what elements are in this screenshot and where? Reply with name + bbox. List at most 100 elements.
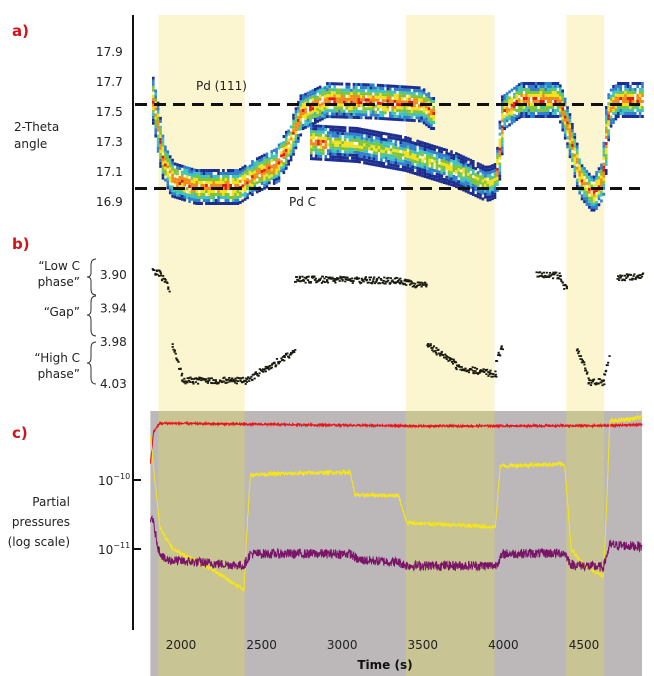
heatmap-cell	[358, 157, 361, 161]
scatter-point	[583, 361, 586, 364]
heatmap-cell	[207, 175, 211, 178]
heatmap-cell	[168, 191, 172, 195]
heatmap-cell	[248, 167, 252, 171]
heatmap-cell	[520, 112, 523, 115]
heatmap-cell	[597, 176, 601, 180]
heatmap-cell	[575, 178, 579, 182]
heatmap-cell	[425, 114, 428, 118]
heatmap-cell	[297, 109, 300, 113]
heatmap-cell	[159, 164, 162, 168]
scatter-point	[482, 368, 485, 371]
heatmap-cell	[314, 151, 318, 155]
heatmap-cell	[318, 118, 322, 122]
heatmap-cell	[280, 142, 283, 146]
scatter-point	[267, 365, 270, 368]
heatmap-cell	[159, 140, 162, 144]
heatmap-cell	[426, 148, 429, 152]
heatmap-cell	[326, 152, 330, 156]
heatmap-cell	[275, 153, 278, 157]
heatmap-cell	[588, 196, 591, 200]
heatmap-cell	[370, 138, 374, 142]
heatmap-cell	[590, 193, 594, 197]
heatmap-cell	[408, 118, 411, 122]
heatmap-cell	[404, 139, 407, 142]
heatmap-cell	[392, 136, 395, 140]
heatmap-cell	[183, 198, 187, 202]
heatmap-cell	[529, 85, 533, 88]
heatmap-cell	[183, 183, 187, 187]
heatmap-cell	[277, 146, 281, 150]
scatter-point	[186, 381, 189, 384]
heatmap-cell	[260, 160, 264, 164]
heatmap-cell	[469, 185, 473, 189]
heatmap-cell	[422, 115, 426, 119]
heatmap-cell	[226, 196, 230, 199]
heatmap-cell	[336, 125, 340, 129]
heatmap-cell	[391, 93, 394, 97]
heatmap-cell	[457, 183, 461, 187]
heatmap-cell	[222, 184, 225, 187]
heatmap-cell	[534, 88, 538, 91]
heatmap-cell	[200, 169, 203, 172]
heatmap-cell	[258, 168, 261, 172]
scatter-point	[628, 278, 632, 281]
heatmap-cell	[171, 179, 174, 183]
heatmap-cell	[363, 137, 366, 141]
heatmap-cell	[629, 97, 632, 100]
heatmap-cell	[324, 137, 328, 141]
heatmap-cell	[181, 173, 184, 177]
heatmap-cell	[619, 85, 623, 88]
heatmap-cell	[359, 98, 363, 102]
heatmap-cell	[409, 158, 412, 162]
heatmap-cell	[393, 108, 397, 112]
heatmap-cell	[631, 82, 635, 85]
heatmap-cell	[312, 142, 315, 146]
heatmap-cell	[435, 169, 439, 173]
heatmap-cell	[331, 128, 335, 132]
heatmap-cell	[641, 85, 644, 88]
heatmap-cell	[241, 187, 245, 191]
scatter-point	[444, 353, 447, 356]
heatmap-cell	[355, 97, 358, 101]
heatmap-cell	[347, 97, 351, 101]
scatter-point	[167, 286, 170, 289]
heatmap-cell	[459, 157, 463, 161]
pdc-label: Pd C	[289, 195, 316, 209]
heatmap-cell	[399, 141, 403, 145]
heatmap-cell	[379, 110, 382, 114]
heatmap-cell	[363, 155, 366, 159]
heatmap-cell	[563, 103, 567, 107]
heatmap-cell	[375, 130, 378, 134]
heatmap-cell	[571, 158, 574, 162]
heatmap-cell	[438, 152, 441, 156]
scatter-point	[244, 383, 247, 385]
heatmap-cell	[326, 109, 329, 113]
heatmap-cell	[556, 115, 560, 118]
heatmap-cell	[551, 112, 555, 115]
heatmap-cell	[193, 168, 196, 172]
heatmap-cell	[592, 202, 596, 206]
heatmap-cell	[493, 196, 497, 199]
heatmap-cell	[151, 88, 155, 92]
heatmap-cell	[624, 109, 627, 112]
heatmap-cell	[388, 84, 392, 88]
heatmap-cell	[306, 100, 310, 104]
high-c-phase-label-line2: phase”	[38, 367, 80, 381]
scatter-point	[337, 277, 340, 280]
heatmap-cell	[438, 164, 441, 168]
heatmap-cell	[343, 94, 346, 98]
heatmap-cell	[609, 100, 613, 104]
heatmap-cell	[331, 158, 335, 162]
scatter-point	[151, 268, 154, 270]
heatmap-cell	[275, 150, 278, 154]
heatmap-cell	[410, 91, 414, 95]
heatmap-cell	[289, 143, 293, 147]
heatmap-cell	[357, 95, 361, 99]
heatmap-cell	[525, 94, 528, 97]
heatmap-cell	[263, 177, 266, 181]
scatter-point	[367, 281, 370, 284]
heatmap-cell	[154, 95, 158, 99]
heatmap-cell	[219, 181, 223, 184]
scatter-point	[488, 371, 491, 374]
scatter-point	[579, 355, 583, 358]
